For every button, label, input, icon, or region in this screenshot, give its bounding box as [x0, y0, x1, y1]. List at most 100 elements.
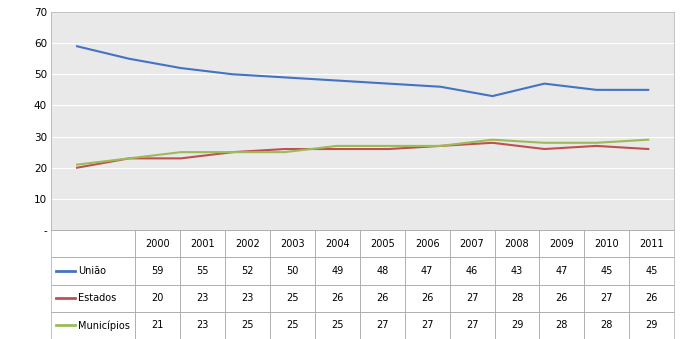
Bar	[360, 284, 405, 312]
Text: 2004: 2004	[325, 239, 349, 248]
Text: Gráfico 2 – Despesas com Ações e Serviços Públicos de Saúde (Em % do Gasto Públi: Gráfico 2 – Despesas com Ações e Serviço…	[5, 1, 490, 12]
Text: 27: 27	[601, 293, 613, 303]
Text: 45: 45	[646, 266, 658, 276]
Bar	[449, 312, 494, 339]
Text: 2003: 2003	[280, 239, 304, 248]
Bar	[539, 257, 584, 284]
Bar	[315, 257, 360, 284]
Text: Estados: Estados	[78, 293, 116, 303]
Bar	[136, 257, 180, 284]
Text: 45: 45	[601, 266, 613, 276]
Bar	[136, 312, 180, 339]
Bar	[405, 312, 449, 339]
Text: 2001: 2001	[190, 239, 215, 248]
Bar	[494, 284, 539, 312]
Text: 46: 46	[466, 266, 478, 276]
Bar	[449, 230, 494, 257]
Text: 2007: 2007	[460, 239, 484, 248]
Text: 20: 20	[151, 293, 164, 303]
Bar	[584, 284, 629, 312]
Bar	[51, 284, 136, 312]
Bar	[494, 257, 539, 284]
Bar	[405, 284, 449, 312]
Text: 26: 26	[421, 293, 433, 303]
Bar	[270, 257, 315, 284]
Text: 25: 25	[286, 293, 299, 303]
Bar	[315, 284, 360, 312]
Text: 2002: 2002	[235, 239, 260, 248]
Bar	[629, 312, 674, 339]
Bar	[449, 257, 494, 284]
Text: 47: 47	[556, 266, 568, 276]
Bar	[584, 230, 629, 257]
Bar	[539, 312, 584, 339]
Text: 2005: 2005	[370, 239, 394, 248]
Bar	[405, 230, 449, 257]
Text: 29: 29	[511, 320, 523, 331]
Text: 28: 28	[556, 320, 568, 331]
Bar	[315, 312, 360, 339]
Bar	[405, 257, 449, 284]
Text: 2009: 2009	[550, 239, 574, 248]
Text: 49: 49	[331, 266, 343, 276]
Text: 26: 26	[646, 293, 658, 303]
Bar	[136, 230, 180, 257]
Bar	[449, 284, 494, 312]
Bar	[315, 230, 360, 257]
Bar	[225, 312, 270, 339]
Bar	[136, 284, 180, 312]
Bar	[180, 257, 225, 284]
Text: 27: 27	[466, 320, 478, 331]
Bar	[270, 312, 315, 339]
Bar	[629, 257, 674, 284]
Text: 23: 23	[196, 320, 209, 331]
Bar	[584, 257, 629, 284]
Text: 26: 26	[331, 293, 343, 303]
Bar	[225, 284, 270, 312]
Text: 25: 25	[286, 320, 299, 331]
Bar	[629, 230, 674, 257]
Bar	[539, 284, 584, 312]
Bar	[360, 257, 405, 284]
Text: 2010: 2010	[595, 239, 619, 248]
Bar	[180, 230, 225, 257]
Text: 26: 26	[376, 293, 388, 303]
Text: 25: 25	[241, 320, 254, 331]
Text: 50: 50	[286, 266, 298, 276]
Bar	[584, 312, 629, 339]
Text: 47: 47	[421, 266, 433, 276]
Text: 2008: 2008	[505, 239, 529, 248]
Bar	[494, 312, 539, 339]
Bar	[225, 230, 270, 257]
Text: 55: 55	[196, 266, 209, 276]
Bar	[360, 312, 405, 339]
Text: 25: 25	[331, 320, 344, 331]
Text: 2006: 2006	[415, 239, 439, 248]
Text: 27: 27	[376, 320, 388, 331]
Text: Municípios: Municípios	[78, 320, 130, 331]
Bar	[51, 257, 136, 284]
Text: União: União	[78, 266, 106, 276]
Bar	[360, 230, 405, 257]
Text: 26: 26	[556, 293, 568, 303]
Text: 2000: 2000	[145, 239, 170, 248]
Text: 23: 23	[241, 293, 254, 303]
Text: 28: 28	[601, 320, 613, 331]
Text: 28: 28	[511, 293, 523, 303]
Text: 48: 48	[376, 266, 388, 276]
Bar	[629, 284, 674, 312]
Text: 21: 21	[151, 320, 164, 331]
Bar	[180, 312, 225, 339]
Text: 43: 43	[511, 266, 523, 276]
Bar	[51, 230, 136, 257]
Bar	[51, 312, 136, 339]
Text: 2011: 2011	[639, 239, 664, 248]
Text: 59: 59	[151, 266, 164, 276]
Text: 52: 52	[241, 266, 254, 276]
Text: 23: 23	[196, 293, 209, 303]
Text: 27: 27	[466, 293, 478, 303]
Bar	[270, 230, 315, 257]
Bar	[180, 284, 225, 312]
Text: 29: 29	[646, 320, 658, 331]
Bar	[539, 230, 584, 257]
